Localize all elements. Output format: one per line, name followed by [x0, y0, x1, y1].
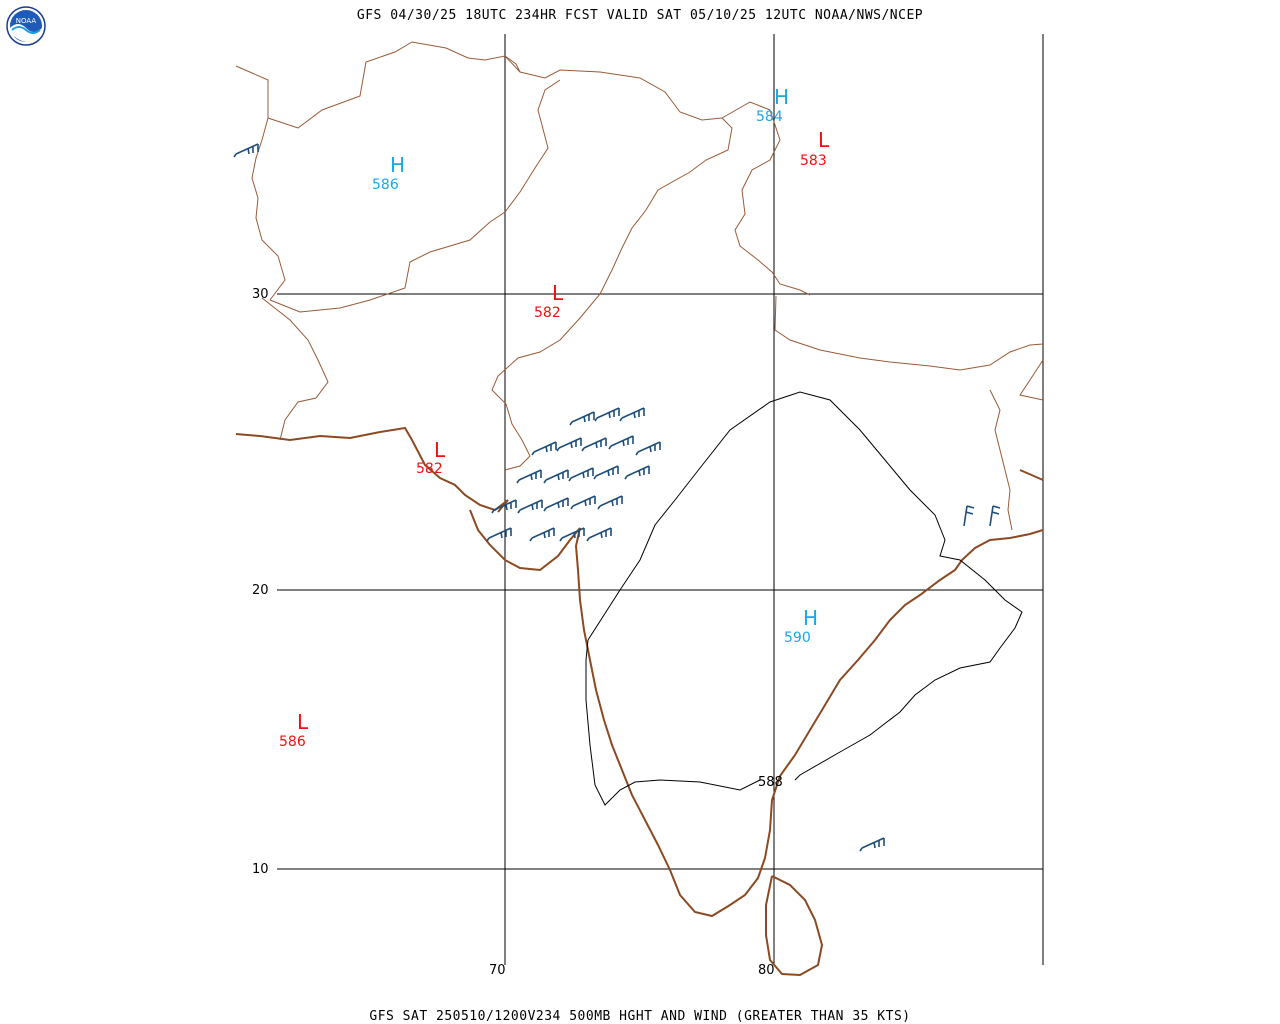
wind-barb-icon — [531, 441, 557, 456]
wind-barb-icon — [543, 497, 569, 512]
contour-label-588: 588 — [758, 775, 783, 790]
wind-barb-icon — [556, 437, 582, 452]
border-bangladesh — [989, 389, 1013, 531]
high-letter: H — [390, 153, 405, 177]
wind-barb-icon — [619, 407, 645, 422]
political-borders — [235, 41, 1044, 531]
high-value: 586 — [372, 177, 399, 193]
wind-barb-icon — [608, 435, 634, 450]
border-nepal — [774, 295, 1044, 371]
wind-barb-icon — [559, 527, 585, 542]
wind-barb-icon — [486, 527, 512, 542]
border-iran-afghanistan — [235, 65, 286, 301]
wind-barb-icon — [593, 465, 619, 480]
border-pakistan-west — [269, 79, 561, 313]
coast-bay-of-bengal-east — [1019, 469, 1044, 481]
wind-barb-icon — [989, 505, 1001, 527]
high-center-3: H 590 — [784, 606, 818, 646]
wind-barb-icon — [570, 495, 596, 510]
wind-barb-icon — [963, 505, 975, 527]
lat-label-30: 30 — [252, 287, 269, 302]
low-value: 582 — [416, 461, 443, 477]
border-afghanistan-pakistan — [504, 55, 723, 121]
coast-sri-lanka — [765, 875, 824, 977]
wind-barb-icon — [586, 527, 612, 542]
low-value: 586 — [279, 734, 306, 750]
wind-barb-icon — [859, 837, 885, 852]
high-letter: H — [803, 606, 818, 630]
lat-lon-grid — [277, 34, 1044, 965]
low-center-1: L 583 — [800, 128, 830, 169]
lon-label-70: 70 — [489, 963, 506, 978]
wind-barb-icon — [529, 527, 555, 542]
low-value: 582 — [534, 305, 561, 321]
coast-arabian-sea-north — [235, 426, 509, 513]
low-value: 583 — [800, 153, 827, 169]
noaa-logo-icon: NOAA — [6, 6, 46, 46]
wind-barb-icon — [233, 143, 259, 158]
border-pakistan-iran — [261, 297, 329, 441]
low-letter: L — [818, 128, 830, 152]
wind-barb-icon — [624, 465, 650, 480]
wind-barb-icon — [516, 469, 542, 484]
border-india-china-west — [721, 101, 811, 296]
high-center-1: H 586 — [372, 153, 405, 193]
coast-east-india — [771, 529, 1044, 801]
coastlines — [235, 426, 1044, 977]
low-center-4: L 586 — [279, 710, 309, 750]
wind-barb-icon — [491, 499, 517, 514]
low-center-2: L 582 — [534, 281, 564, 321]
lat-label-20: 20 — [252, 583, 269, 598]
low-letter: L — [297, 710, 309, 734]
low-center-3: L 582 — [416, 438, 446, 477]
wind-barb-icon — [581, 437, 607, 452]
high-letter: H — [774, 85, 789, 109]
border-pakistan-india — [491, 117, 733, 471]
coast-gujarat — [469, 509, 581, 572]
contour-588 — [585, 391, 1023, 806]
wind-barb-icon — [543, 469, 569, 484]
border-afghanistan-north — [267, 41, 521, 129]
low-letter: L — [552, 281, 564, 305]
lat-label-10: 10 — [252, 862, 269, 877]
wind-barb-icon — [597, 495, 623, 510]
wind-barb-icon — [517, 499, 543, 514]
chart-header-title: GFS 04/30/25 18UTC 234HR FCST VALID SAT … — [356, 8, 924, 23]
low-letter: L — [434, 438, 446, 462]
chart-footer-caption: GFS SAT 250510/1200V234 500MB HGHT AND W… — [369, 1009, 911, 1024]
wind-barb-icon — [568, 467, 594, 482]
noaa-logo-text: NOAA — [16, 17, 37, 25]
wind-barb-icon — [594, 407, 620, 422]
high-value: 590 — [784, 630, 811, 646]
high-value: 584 — [756, 109, 783, 125]
high-center-2: H 584 — [756, 85, 789, 125]
lon-label-80: 80 — [758, 963, 775, 978]
coast-west-india — [577, 569, 773, 918]
wind-barbs — [233, 143, 1001, 852]
wind-barb-icon — [569, 411, 595, 426]
border-india-north-east — [1019, 359, 1044, 401]
wind-barb-icon — [635, 441, 661, 456]
